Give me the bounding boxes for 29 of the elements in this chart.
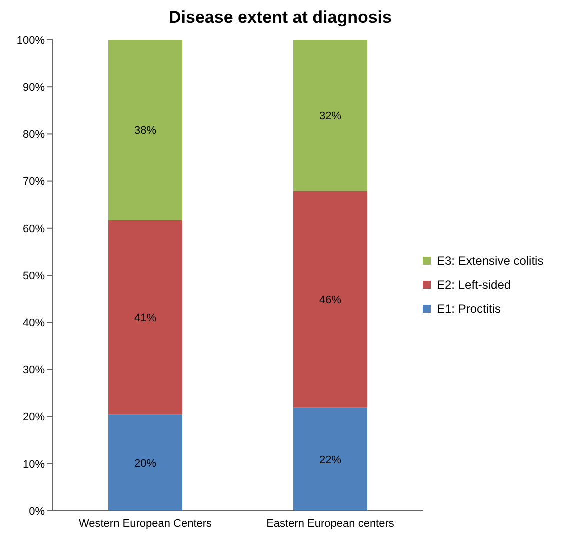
y-tick-label: 60%	[22, 223, 46, 236]
legend-label: E1: Proctitis	[437, 302, 502, 316]
bar	[108, 40, 182, 220]
y-tick-label: 20%	[22, 412, 46, 424]
bar	[294, 191, 368, 408]
y-tick-label: 100%	[16, 34, 46, 47]
x-tick-label: Eastern European centers	[266, 518, 395, 530]
legend-label: E2: Left-sided	[437, 278, 512, 292]
bar	[108, 414, 182, 511]
y-tick-label: 50%	[22, 270, 46, 282]
legend-label: E3: Extensive colitis	[437, 254, 544, 268]
y-tick-label: 30%	[22, 364, 46, 377]
y-tick-label: 40%	[22, 318, 46, 330]
y-tick-label: 90%	[22, 82, 46, 94]
bar	[294, 408, 368, 511]
y-tick-label: 0%	[29, 506, 46, 518]
data-label: 20%	[134, 458, 157, 470]
bar	[294, 40, 368, 192]
x-tick-label: Western European Centers	[78, 518, 213, 530]
data-label: 32%	[319, 110, 342, 122]
data-label: 41%	[134, 312, 157, 325]
bar	[108, 220, 182, 415]
data-label: 22%	[319, 454, 342, 466]
y-tick-label: 10%	[22, 458, 46, 471]
y-tick-label: 70%	[22, 176, 46, 188]
data-label: 38%	[134, 125, 157, 138]
y-tick-label: 80%	[22, 129, 46, 142]
data-label: 46%	[319, 294, 342, 306]
chart-title: Disease extent at diagnosis	[168, 8, 393, 28]
